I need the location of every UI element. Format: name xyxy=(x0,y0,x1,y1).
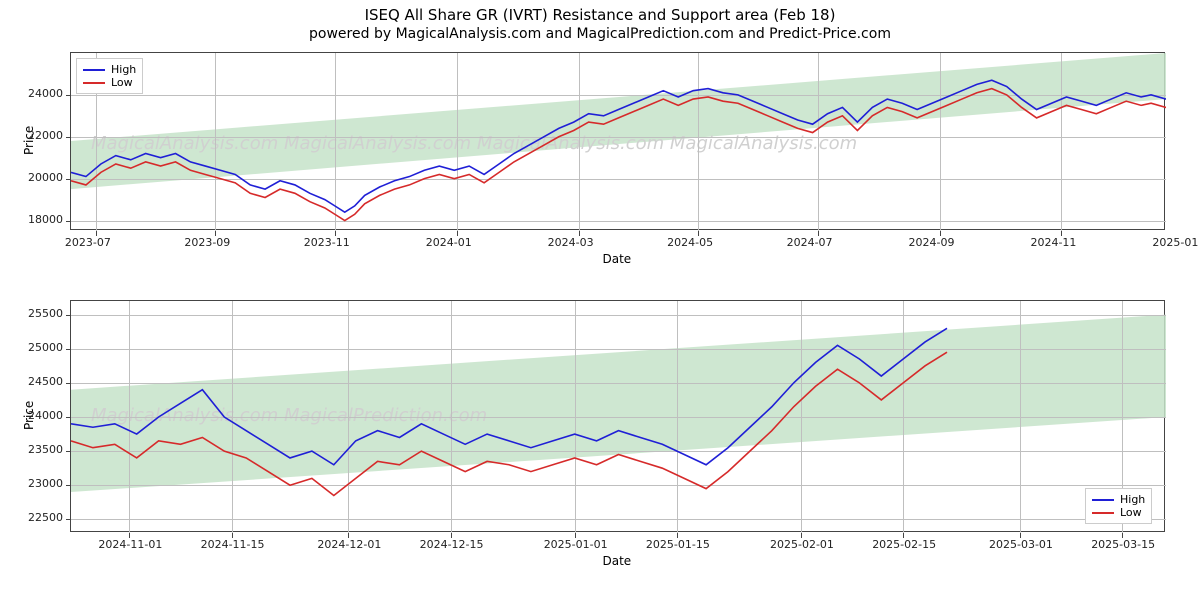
legend-swatch xyxy=(1092,499,1114,501)
legend-label: Low xyxy=(111,76,133,89)
xtick-label: 2023-11 xyxy=(304,236,350,249)
ytick-label: 23000 xyxy=(15,477,63,490)
xtick-label: 2024-03 xyxy=(548,236,594,249)
xtick-label: 2024-11-15 xyxy=(201,538,265,551)
legend-item: High xyxy=(83,63,136,76)
xtick-label: 2025-03-15 xyxy=(1091,538,1155,551)
xtick-label: 2025-01-15 xyxy=(646,538,710,551)
legend-item: Low xyxy=(1092,506,1145,519)
legend-swatch xyxy=(1092,512,1114,514)
ytick-label: 22500 xyxy=(15,511,63,524)
legend-item: Low xyxy=(83,76,136,89)
chart-subtitle: powered by MagicalAnalysis.com and Magic… xyxy=(0,24,1200,44)
chart-title: ISEQ All Share GR (IVRT) Resistance and … xyxy=(0,0,1200,24)
chart1-plot-area: MagicalAnalysis.com MagicalAnalysis.com … xyxy=(70,52,1165,230)
xtick-label: 2024-07 xyxy=(787,236,833,249)
legend-swatch xyxy=(83,69,105,71)
legend-swatch xyxy=(83,82,105,84)
ytick-label: 24000 xyxy=(15,87,63,100)
xtick-label: 2024-11 xyxy=(1030,236,1076,249)
ytick-label: 23500 xyxy=(15,443,63,456)
xtick-label: 2024-12-01 xyxy=(317,538,381,551)
legend-item: High xyxy=(1092,493,1145,506)
xtick-label: 2024-09 xyxy=(909,236,955,249)
xtick-label: 2023-09 xyxy=(184,236,230,249)
ytick-label: 18000 xyxy=(15,213,63,226)
ytick-label: 25500 xyxy=(15,307,63,320)
ytick-label: 20000 xyxy=(15,171,63,184)
xtick-label: 2024-12-15 xyxy=(420,538,484,551)
chart2-legend: HighLow xyxy=(1085,488,1152,524)
chart2-xlabel: Date xyxy=(603,554,632,568)
xtick-label: 2024-11-01 xyxy=(98,538,162,551)
chart1-xlabel: Date xyxy=(603,252,632,266)
ytick-label: 22000 xyxy=(15,129,63,142)
xtick-label: 2024-05 xyxy=(667,236,713,249)
xtick-label: 2025-03-01 xyxy=(989,538,1053,551)
xtick-label: 2023-07 xyxy=(65,236,111,249)
xtick-label: 2024-01 xyxy=(426,236,472,249)
legend-label: High xyxy=(1120,493,1145,506)
ytick-label: 25000 xyxy=(15,341,63,354)
legend-label: High xyxy=(111,63,136,76)
chart1-legend: HighLow xyxy=(76,58,143,94)
ytick-label: 24500 xyxy=(15,375,63,388)
xtick-label: 2025-02-01 xyxy=(770,538,834,551)
legend-label: Low xyxy=(1120,506,1142,519)
chart2-plot-area: MagicalAnalysis.com MagicalPrediction.co… xyxy=(70,300,1165,532)
xtick-label: 2025-01 xyxy=(1152,236,1198,249)
ytick-label: 24000 xyxy=(15,409,63,422)
xtick-label: 2025-02-15 xyxy=(872,538,936,551)
xtick-label: 2025-01-01 xyxy=(544,538,608,551)
page: { "title": "ISEQ All Share GR (IVRT) Res… xyxy=(0,0,1200,600)
